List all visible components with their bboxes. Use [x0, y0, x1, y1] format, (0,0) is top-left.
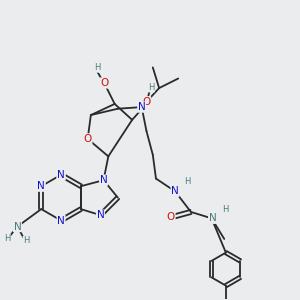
Text: N: N	[57, 215, 65, 226]
Text: O: O	[100, 78, 109, 88]
Text: N: N	[57, 170, 65, 180]
Text: H: H	[94, 63, 101, 72]
Text: H: H	[4, 234, 11, 243]
Text: H: H	[184, 177, 190, 186]
Text: H: H	[148, 83, 154, 92]
Text: O: O	[142, 97, 151, 107]
Text: N: N	[171, 186, 179, 196]
Text: N: N	[138, 102, 146, 112]
Text: N: N	[14, 222, 21, 232]
Text: N: N	[97, 210, 104, 220]
Text: N: N	[100, 175, 107, 185]
Text: N: N	[208, 213, 216, 223]
Text: O: O	[83, 134, 92, 144]
Text: N: N	[57, 170, 65, 180]
Text: O: O	[167, 212, 175, 222]
Text: H: H	[23, 236, 29, 245]
Text: H: H	[222, 205, 228, 214]
Text: N: N	[38, 181, 45, 191]
